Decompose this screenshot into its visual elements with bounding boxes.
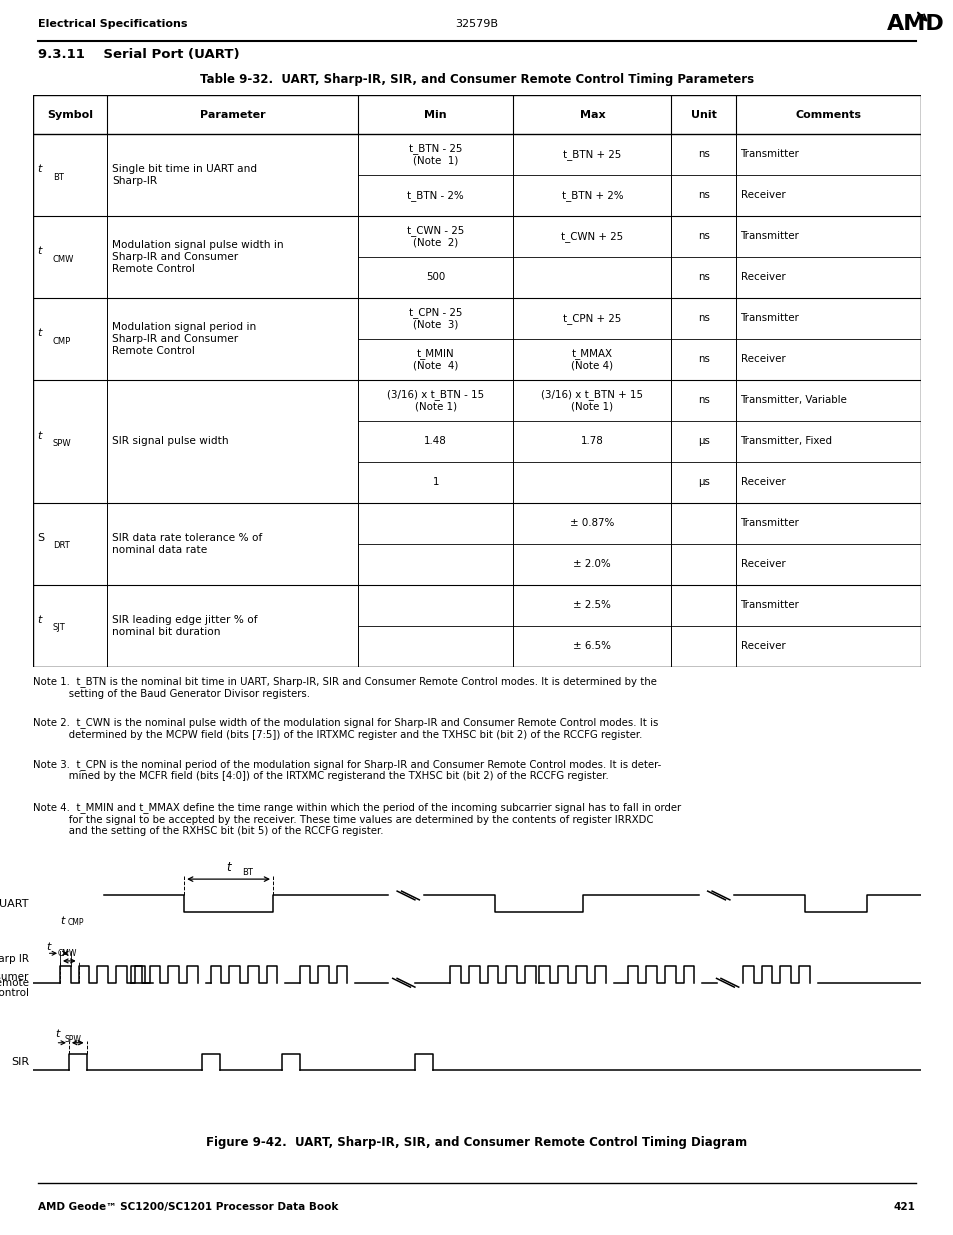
Text: SIR: SIR [10, 1057, 29, 1067]
Text: Control: Control [0, 988, 29, 998]
Text: SJT: SJT [52, 624, 66, 632]
Text: t: t [37, 431, 41, 441]
Text: t_BTN + 2%: t_BTN + 2% [561, 190, 622, 201]
Text: 500: 500 [426, 273, 445, 283]
Text: Table 9-32.  UART, Sharp-IR, SIR, and Consumer Remote Control Timing Parameters: Table 9-32. UART, Sharp-IR, SIR, and Con… [200, 73, 753, 85]
Text: Receiver: Receiver [740, 641, 784, 651]
Text: ± 2.0%: ± 2.0% [573, 559, 611, 569]
Text: CMW: CMW [52, 254, 74, 263]
Text: ns: ns [697, 354, 709, 364]
Text: t: t [55, 1030, 60, 1040]
Text: 1.48: 1.48 [424, 436, 447, 446]
Text: ns: ns [697, 273, 709, 283]
Text: t: t [37, 164, 41, 174]
Text: (3/16) x t_BTN + 15
(Note 1): (3/16) x t_BTN + 15 (Note 1) [540, 389, 642, 411]
Text: Transmitter, Variable: Transmitter, Variable [740, 395, 846, 405]
Text: Max: Max [578, 110, 604, 120]
Text: Transmitter: Transmitter [740, 231, 799, 242]
Text: Transmitter: Transmitter [740, 519, 799, 529]
Text: ± 6.5%: ± 6.5% [573, 641, 611, 651]
Text: t_CWN + 25: t_CWN + 25 [560, 231, 622, 242]
Text: t_CPN + 25: t_CPN + 25 [562, 312, 620, 324]
Text: Note 1.  t_BTN is the nominal bit time in UART, Sharp-IR, SIR and Consumer Remot: Note 1. t_BTN is the nominal bit time in… [33, 677, 657, 699]
Text: Receiver: Receiver [740, 354, 784, 364]
Text: SPW: SPW [52, 438, 71, 448]
Text: Receiver: Receiver [740, 559, 784, 569]
Text: Receiver: Receiver [740, 190, 784, 200]
Text: t_MMIN
(Note  4): t_MMIN (Note 4) [413, 348, 458, 370]
Text: Note 3.  t_CPN is the nominal period of the modulation signal for Sharp-IR and C: Note 3. t_CPN is the nominal period of t… [33, 758, 661, 782]
Text: Transmitter: Transmitter [740, 149, 799, 159]
Text: t: t [37, 329, 41, 338]
Text: Receiver: Receiver [740, 478, 784, 488]
Text: μs: μs [697, 436, 709, 446]
Text: Note 2.  t_CWN is the nominal pulse width of the modulation signal for Sharp-IR : Note 2. t_CWN is the nominal pulse width… [33, 718, 659, 740]
Text: t_CPN - 25
(Note  3): t_CPN - 25 (Note 3) [409, 308, 462, 330]
Text: SIR data rate tolerance % of
nominal data rate: SIR data rate tolerance % of nominal dat… [112, 534, 262, 555]
Text: Transmitter, Fixed: Transmitter, Fixed [740, 436, 832, 446]
Text: t_BTN - 25
(Note  1): t_BTN - 25 (Note 1) [409, 143, 462, 165]
Text: 421: 421 [893, 1202, 915, 1213]
Text: CMW: CMW [57, 948, 76, 957]
Text: ns: ns [697, 231, 709, 242]
Text: ± 2.5%: ± 2.5% [573, 600, 611, 610]
Text: ns: ns [697, 190, 709, 200]
Text: CMP: CMP [68, 919, 84, 927]
Text: t_BTN - 2%: t_BTN - 2% [407, 190, 463, 201]
Text: Sharp IR: Sharp IR [0, 955, 29, 965]
Text: 32579B: 32579B [455, 19, 498, 28]
Text: (3/16) x t_BTN - 15
(Note 1): (3/16) x t_BTN - 15 (Note 1) [387, 389, 484, 411]
Text: t: t [60, 916, 65, 926]
Text: ns: ns [697, 395, 709, 405]
Text: Note 4.  t_MMIN and t_MMAX define the time range within which the period of the : Note 4. t_MMIN and t_MMAX define the tim… [33, 802, 680, 836]
Text: AMD Geode™ SC1200/SC1201 Processor Data Book: AMD Geode™ SC1200/SC1201 Processor Data … [38, 1202, 338, 1213]
Text: 9.3.11    Serial Port (UART): 9.3.11 Serial Port (UART) [38, 48, 239, 61]
Text: Receiver: Receiver [740, 273, 784, 283]
Text: Min: Min [424, 110, 447, 120]
Text: Unit: Unit [690, 110, 716, 120]
Text: Modulation signal pulse width in
Sharp-IR and Consumer
Remote Control: Modulation signal pulse width in Sharp-I… [112, 241, 284, 274]
Text: Modulation signal period in
Sharp-IR and Consumer
Remote Control: Modulation signal period in Sharp-IR and… [112, 322, 256, 356]
Text: Electrical Specifications: Electrical Specifications [38, 19, 188, 28]
Text: ± 0.87%: ± 0.87% [570, 519, 614, 529]
Text: Transmitter: Transmitter [740, 600, 799, 610]
Text: t: t [47, 942, 51, 952]
Text: UART: UART [0, 899, 29, 909]
Text: Remote: Remote [0, 978, 29, 988]
Text: t: t [226, 861, 231, 873]
Text: t_BTN + 25: t_BTN + 25 [562, 149, 620, 159]
Text: DRT: DRT [52, 541, 70, 551]
Text: Transmitter: Transmitter [740, 314, 799, 324]
Text: t: t [37, 246, 41, 256]
Text: Parameter: Parameter [199, 110, 265, 120]
Text: Single bit time in UART and
Sharp-IR: Single bit time in UART and Sharp-IR [112, 164, 257, 185]
Text: Figure 9-42.  UART, Sharp-IR, SIR, and Consumer Remote Control Timing Diagram: Figure 9-42. UART, Sharp-IR, SIR, and Co… [206, 1136, 747, 1149]
Text: SIR signal pulse width: SIR signal pulse width [112, 436, 229, 446]
Text: S: S [37, 534, 44, 543]
Text: SIR leading edge jitter % of
nominal bit duration: SIR leading edge jitter % of nominal bit… [112, 615, 257, 637]
Text: t: t [37, 615, 41, 625]
Text: ns: ns [697, 149, 709, 159]
Text: BT: BT [52, 173, 64, 182]
Text: t_MMAX
(Note 4): t_MMAX (Note 4) [571, 348, 613, 370]
Text: Comments: Comments [795, 110, 861, 120]
Text: SPW: SPW [65, 1035, 81, 1044]
Text: μs: μs [697, 478, 709, 488]
Text: 1: 1 [432, 478, 438, 488]
Text: AMD: AMD [886, 14, 944, 33]
Text: t_CWN - 25
(Note  2): t_CWN - 25 (Note 2) [407, 225, 464, 248]
Text: 1.78: 1.78 [580, 436, 603, 446]
Text: Consumer: Consumer [0, 972, 29, 982]
Text: BT: BT [242, 868, 253, 877]
Text: Symbol: Symbol [47, 110, 93, 120]
Text: CMP: CMP [52, 336, 71, 346]
Text: ns: ns [697, 314, 709, 324]
